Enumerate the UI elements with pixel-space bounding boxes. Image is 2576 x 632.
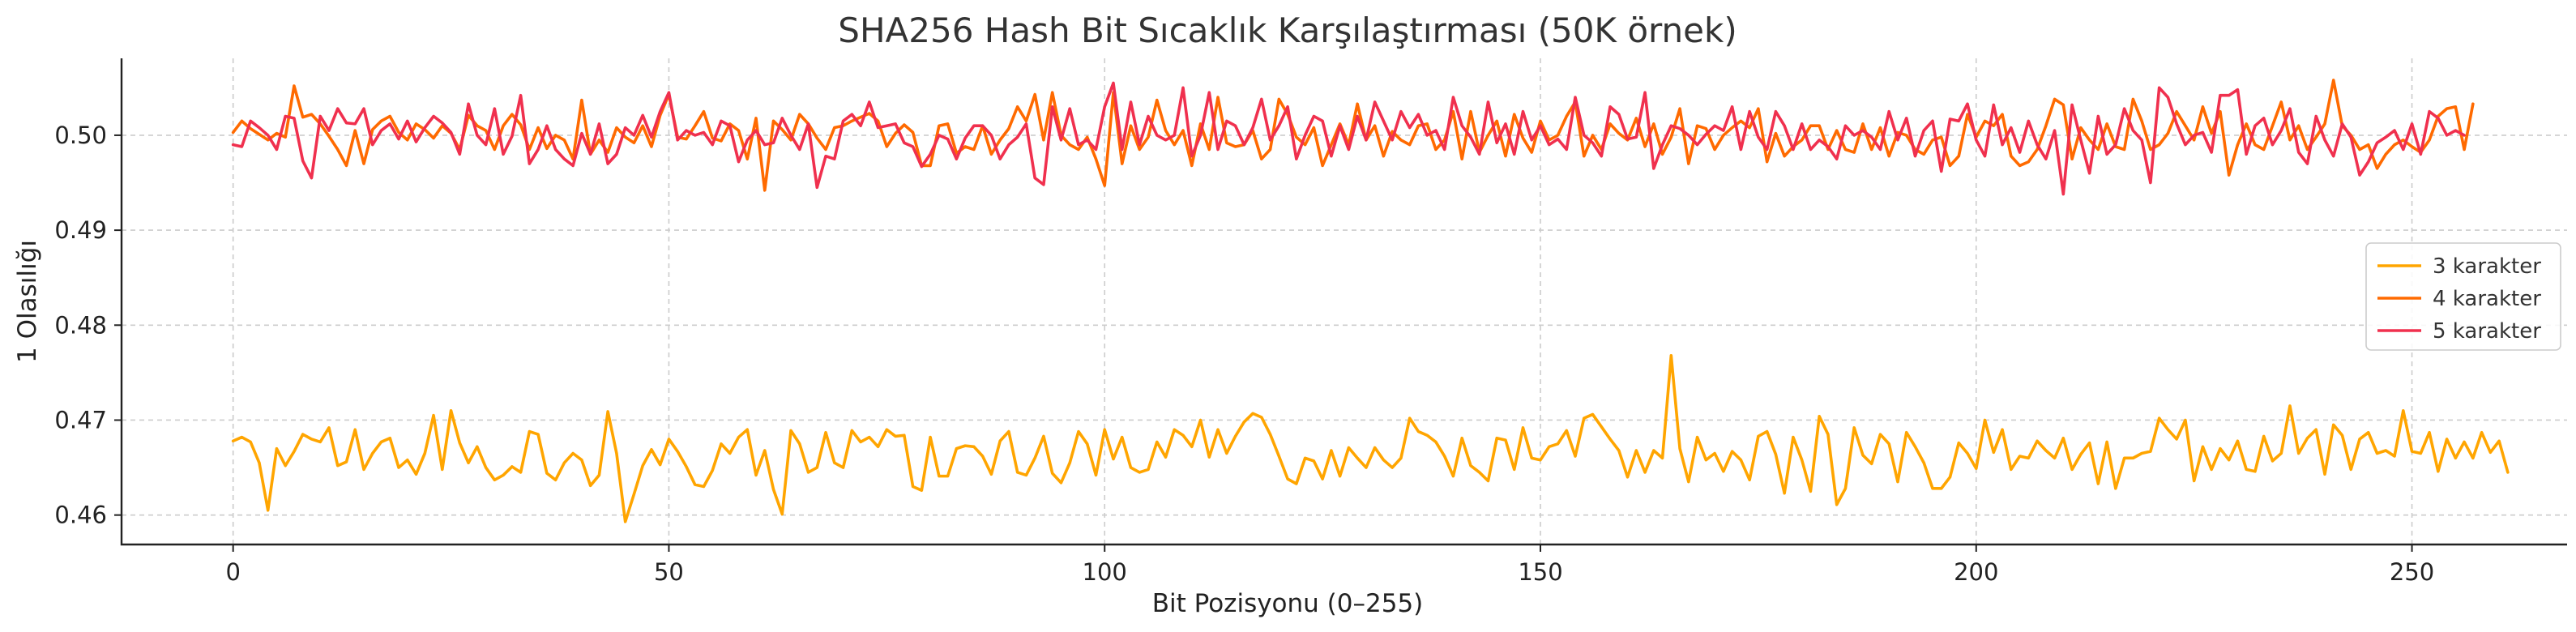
series-lines [231, 79, 2510, 523]
x-tick-label: 200 [1954, 558, 1998, 586]
x-tick-label: 150 [1518, 558, 1562, 586]
legend-entry-label: 4 karakter [2433, 287, 2541, 311]
axis-spines [120, 58, 2567, 546]
x-tick-label: 100 [1083, 558, 1127, 586]
y-tick-label: 0.48 [54, 311, 107, 339]
y-tick-label: 0.49 [54, 216, 107, 244]
legend-entry-label: 5 karakter [2433, 319, 2541, 344]
y-tick-label: 0.47 [54, 406, 107, 433]
x-axis-ticks: 0 50 100 150 200 250 [225, 544, 2434, 586]
chart-title: SHA256 Hash Bit Sıcaklık Karşılaştırması… [838, 11, 1737, 50]
x-tick-label: 250 [2390, 558, 2434, 586]
series-line-3 [231, 81, 2466, 196]
x-tick-label: 50 [654, 558, 684, 586]
y-axis-label: 1 Olasılığı [13, 240, 42, 363]
x-tick-label: 0 [225, 558, 240, 586]
legend: 3 karakter 4 karakter 5 karakter [2365, 242, 2561, 351]
y-tick-label: 0.46 [54, 502, 107, 529]
y-tick-label: 0.50 [54, 122, 107, 149]
y-axis-ticks: 0.46 0.47 0.48 0.49 0.50 [54, 122, 122, 529]
series-line-1 [231, 353, 2510, 523]
legend-entry-label: 3 karakter [2433, 254, 2541, 279]
x-axis-label: Bit Pozisyonu (0–255) [1152, 589, 1424, 618]
legend-frame [2365, 242, 2561, 351]
